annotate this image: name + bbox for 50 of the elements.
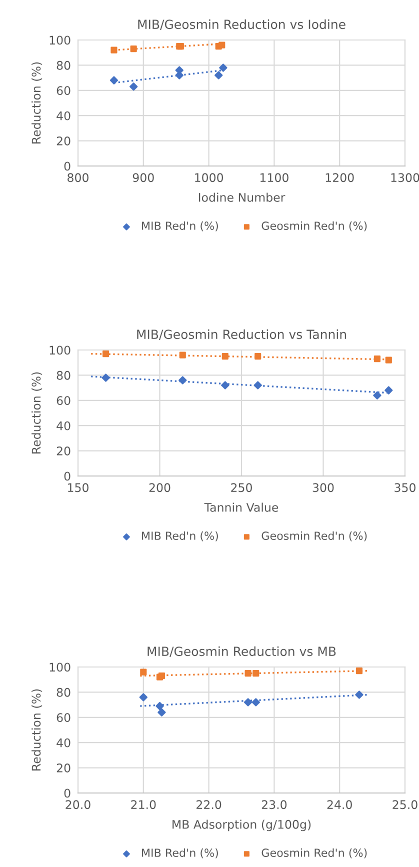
y-tick-label: 20	[56, 446, 70, 456]
y-tick-label: 0	[64, 788, 70, 798]
x-axis-title: Iodine Number	[198, 192, 286, 202]
y-tick-label: 80	[56, 370, 70, 380]
legend-label: MIB Red'n (%)	[142, 531, 218, 542]
x-tick-label: 21.0	[131, 800, 156, 810]
y-axis-title: Reduction (%)	[32, 689, 42, 770]
x-tick-label: 20.0	[66, 800, 90, 810]
x-tick-label: 24.0	[327, 800, 352, 810]
x-tick-label: 1000	[195, 173, 224, 182]
y-tick-label: 60	[56, 396, 70, 406]
y-tick-label: 0	[64, 472, 70, 481]
x-tick-label: 900	[132, 173, 154, 182]
legend-label: MIB Red'n (%)	[142, 848, 218, 858]
y-tick-label: 0	[64, 162, 70, 171]
y-axis-title: Reduction (%)	[32, 62, 42, 144]
x-tick-label: 300	[312, 483, 334, 492]
chart-title: MIB/Geosmin Reduction vs MB	[148, 646, 336, 658]
legend-label: MIB Red'n (%)	[142, 221, 218, 232]
y-tick-label: 20	[56, 764, 70, 772]
y-tick-label: 80	[56, 688, 70, 697]
legend-label: Geosmin Red'n (%)	[262, 531, 367, 542]
legend-label: Geosmin Red'n (%)	[262, 221, 367, 232]
y-tick-label: 40	[56, 111, 70, 120]
x-tick-label: 200	[149, 483, 170, 492]
y-tick-label: 20	[56, 136, 70, 146]
y-tick-label: 60	[56, 713, 70, 722]
y-tick-label: 40	[56, 421, 70, 430]
y-tick-label: 80	[56, 60, 70, 70]
x-tick-label: 250	[231, 483, 252, 492]
x-tick-label: 25.0	[392, 800, 418, 810]
y-tick-label: 100	[50, 36, 70, 45]
y-axis-title: Reduction (%)	[32, 372, 42, 454]
x-axis-title: MB Adsorption (g/100g)	[172, 820, 311, 832]
y-tick-label: 60	[56, 86, 70, 96]
chart-title: MIB/Geosmin Reduction vs Tannin	[137, 329, 346, 340]
x-tick-label: 23.0	[262, 800, 287, 810]
y-tick-label: 100	[50, 662, 70, 672]
x-tick-label: 22.0	[196, 800, 222, 810]
chart-title: MIB/Geosmin Reduction vs Iodine	[138, 19, 346, 30]
x-tick-label: 350	[394, 483, 416, 492]
x-tick-label: 800	[68, 173, 88, 182]
x-tick-label: 1300	[391, 173, 419, 182]
x-axis-title: Tannin Value	[204, 502, 278, 512]
x-tick-label: 1200	[326, 173, 354, 182]
y-tick-label: 40	[56, 738, 70, 748]
x-tick-label: 150	[68, 483, 88, 492]
y-tick-label: 100	[50, 346, 70, 355]
legend-label: Geosmin Red'n (%)	[262, 848, 367, 858]
x-tick-label: 1100	[260, 173, 288, 182]
